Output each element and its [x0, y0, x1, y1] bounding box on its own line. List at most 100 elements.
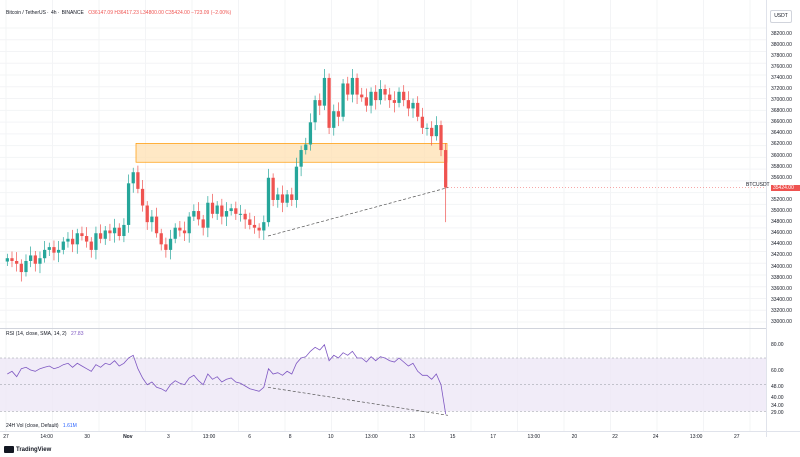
candle-body — [196, 211, 201, 220]
candle-body — [332, 111, 336, 128]
time-tick-label: Nov — [123, 434, 133, 440]
rsi-label: RSI (14, close, SMA, 14, 2) — [6, 331, 67, 337]
candle-body — [257, 227, 261, 231]
volume-label: 24H Vol (close, Default) — [6, 423, 59, 429]
candle-body — [304, 144, 308, 151]
candle-body — [56, 249, 61, 253]
rsi-value: 27.83 — [70, 331, 84, 337]
candle-body — [210, 202, 215, 214]
candle-body — [168, 238, 173, 250]
candle-body — [341, 83, 345, 117]
candle-body — [84, 236, 89, 242]
rsi-line — [7, 343, 447, 415]
candle-body — [388, 94, 392, 101]
candle-body — [434, 125, 438, 137]
symbol-legend[interactable]: Bitcoin / TetherUS· 4h· BINANCE O36147.0… — [6, 10, 232, 16]
candle-body — [238, 213, 243, 215]
time-tick-label: 13:00 — [689, 434, 703, 440]
time-tick-label: 6 — [248, 434, 251, 440]
candle-body — [299, 150, 303, 167]
candle-body — [392, 100, 397, 103]
candle-body — [15, 260, 19, 264]
rsi-tick-label: 60.00 — [771, 368, 784, 375]
candle-body — [164, 244, 168, 250]
price-tick-label: 34200.00 — [771, 252, 792, 259]
candle-body — [131, 172, 135, 184]
volume-legend[interactable]: 24H Vol (close, Default) 1.61M — [6, 423, 77, 429]
price-tick-label: 33600.00 — [771, 285, 792, 292]
price-tick-label: 33000.00 — [771, 319, 792, 325]
pair-name[interactable]: Bitcoin / TetherUS — [6, 10, 46, 16]
time-tick-label: 27 — [734, 434, 740, 440]
candle-body — [220, 205, 224, 217]
rsi-tick-label: 40.00 — [771, 395, 784, 401]
price-tick-label: 36800.00 — [771, 108, 792, 115]
candle-body — [187, 216, 191, 234]
time-tick-label: 15 — [449, 434, 456, 440]
candle-body — [397, 91, 401, 103]
price-tick-label: 34800.00 — [771, 219, 792, 226]
candle-body — [75, 233, 79, 245]
price-tick-label: 34000.00 — [771, 263, 792, 270]
price-tick-label: 33800.00 — [771, 274, 792, 281]
price-tick-label: 36200.00 — [771, 141, 792, 148]
price-tick-label: 38200.00 — [771, 30, 792, 37]
candle-body — [201, 219, 205, 228]
candle-body — [355, 77, 359, 95]
candle-body — [117, 227, 121, 237]
price-tick-label: 36600.00 — [771, 119, 792, 126]
time-tick-label: 24 — [652, 434, 659, 440]
candle-body — [360, 94, 364, 98]
price-tick-label: 37800.00 — [771, 52, 792, 59]
candle-body — [252, 224, 257, 228]
candle-body — [206, 202, 210, 228]
time-tick-label: 10 — [328, 434, 334, 440]
candle-body — [262, 222, 266, 231]
candle-body — [411, 102, 415, 109]
price-tick-label: 34400.00 — [771, 241, 792, 248]
candle-body — [416, 102, 420, 117]
time-tick-label: 13:00 — [202, 434, 216, 440]
candle-body — [47, 247, 51, 250]
candle-body — [285, 194, 289, 203]
price-tick-label: 33400.00 — [771, 296, 792, 303]
candle-body — [364, 97, 369, 106]
candle-body — [215, 205, 219, 214]
pane-divider[interactable] — [0, 328, 766, 329]
candle-body — [140, 188, 145, 206]
price-tick-label: 37600.00 — [771, 63, 792, 70]
candle-body — [439, 125, 443, 151]
candle-body — [10, 258, 14, 261]
time-tick-label: 14:00 — [40, 434, 53, 440]
time-axis-divider — [0, 431, 800, 432]
candle-body — [327, 77, 331, 128]
time-tick-label: 8 — [288, 434, 292, 440]
candle-body — [313, 100, 317, 123]
candle-body — [52, 247, 56, 253]
time-tick-label: 13:00 — [365, 434, 378, 440]
candle-body — [29, 255, 33, 261]
rsi-legend[interactable]: RSI (14, close, SMA, 14, 2) 27.83 — [6, 331, 84, 337]
candle-body — [24, 260, 28, 273]
candle-body — [108, 230, 112, 234]
currency-button[interactable]: USDT — [770, 10, 792, 23]
support-zone — [135, 143, 448, 163]
time-tick-label: 30 — [84, 434, 90, 440]
price-tick-label: 35000.00 — [771, 208, 792, 215]
price-tick-label: 35424.00 — [771, 184, 800, 191]
candle-body — [38, 258, 42, 264]
candle-body — [192, 211, 196, 217]
interval-label[interactable]: 4h — [51, 10, 57, 16]
candle-body — [70, 238, 75, 245]
candle-body — [374, 91, 378, 101]
price-axis-divider — [766, 0, 767, 437]
candle-body — [126, 183, 131, 225]
candle-body — [5, 258, 9, 262]
price-tick-label: 35600.00 — [771, 174, 792, 181]
candle-body — [271, 177, 275, 200]
ohlc-values: O36147.09 H36417.23 L34800.00 C35424.00 … — [88, 10, 232, 16]
tradingview-logo[interactable]: TradingView — [4, 446, 51, 453]
volume-value: 1.61M — [62, 423, 77, 429]
